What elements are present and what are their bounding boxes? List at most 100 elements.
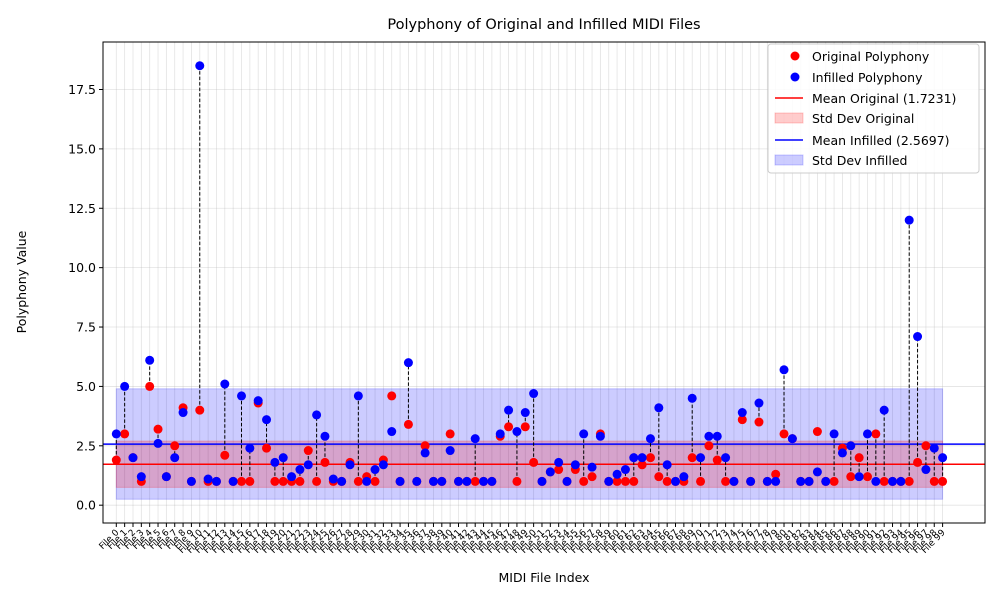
chart-title: Polyphony of Original and Infilled MIDI … (387, 17, 700, 33)
infilled-point (570, 460, 580, 470)
infilled-point (504, 405, 514, 415)
infilled-point (929, 443, 939, 453)
y-tick-label: 15.0 (68, 141, 96, 156)
infilled-point (345, 460, 355, 470)
original-point (111, 455, 121, 465)
infilled-point (746, 476, 756, 486)
infilled-point (303, 460, 313, 470)
original-point (862, 472, 872, 482)
infilled-point (262, 415, 272, 425)
infilled-point (679, 472, 689, 482)
infilled-point (220, 379, 230, 389)
original-point (353, 476, 363, 486)
original-point (512, 476, 522, 486)
y-tick-label: 12.5 (68, 201, 96, 216)
infilled-point (487, 476, 497, 486)
original-point (170, 441, 180, 451)
original-point (120, 429, 130, 439)
infilled-point (228, 476, 238, 486)
infilled-point (662, 460, 672, 470)
infilled-point (195, 61, 205, 71)
y-tick-label: 10.0 (68, 260, 96, 275)
infilled-point (312, 410, 322, 420)
infilled-point (595, 431, 605, 441)
infilled-point (896, 476, 906, 486)
original-point (871, 429, 881, 439)
infilled-point (837, 448, 847, 458)
infilled-point (337, 476, 347, 486)
infilled-point (545, 467, 555, 477)
infilled-point (287, 472, 297, 482)
infilled-point (479, 476, 489, 486)
infilled-point (403, 358, 413, 368)
original-point (846, 472, 856, 482)
original-point (504, 422, 514, 432)
infilled-point (328, 474, 338, 484)
infilled-point (128, 453, 138, 463)
infilled-point (120, 381, 130, 391)
original-point (270, 476, 280, 486)
infilled-point (245, 443, 255, 453)
original-point (779, 429, 789, 439)
infilled-point (604, 476, 614, 486)
legend-label-std-original: Std Dev Original (812, 111, 914, 126)
original-point (921, 441, 931, 451)
original-point (554, 465, 564, 475)
infilled-point (871, 476, 881, 486)
original-point (662, 476, 672, 486)
original-point (470, 476, 480, 486)
original-point (654, 472, 664, 482)
x-axis-label: MIDI File Index (498, 570, 589, 585)
infilled-point (687, 393, 697, 403)
infilled-point (253, 396, 263, 406)
original-point (879, 476, 889, 486)
infilled-point (754, 398, 764, 408)
infilled-point (454, 476, 464, 486)
infilled-point (136, 472, 146, 482)
original-point (637, 460, 647, 470)
infilled-point (879, 405, 889, 415)
original-point (529, 457, 539, 467)
infilled-point (913, 332, 923, 342)
legend-marker-original (790, 51, 800, 61)
infilled-point (295, 465, 305, 475)
infilled-point (804, 476, 814, 486)
y-tick-label: 2.5 (76, 438, 96, 453)
original-point (153, 424, 163, 434)
infilled-point (378, 460, 388, 470)
infilled-point (186, 476, 196, 486)
original-point (312, 476, 322, 486)
data-points (111, 61, 948, 486)
original-point (938, 476, 948, 486)
y-tick-label: 0.0 (76, 498, 96, 513)
infilled-point (362, 476, 372, 486)
original-point (704, 441, 714, 451)
infilled-point (278, 453, 288, 463)
legend-box (767, 43, 980, 174)
infilled-point (437, 476, 447, 486)
infilled-point (145, 355, 155, 365)
infilled-point (395, 476, 405, 486)
legend-label-std-infilled: Std Dev Infilled (812, 153, 907, 168)
infilled-point (529, 389, 539, 399)
original-point (721, 476, 731, 486)
infilled-point (270, 457, 280, 467)
y-tick-label: 5.0 (76, 379, 96, 394)
infilled-point (178, 408, 188, 418)
original-point (587, 472, 597, 482)
infilled-point (428, 476, 438, 486)
original-point (929, 476, 939, 486)
infilled-point (712, 431, 722, 441)
original-point (854, 453, 864, 463)
infilled-point (470, 434, 480, 444)
original-point (445, 429, 455, 439)
infilled-point (562, 476, 572, 486)
infilled-point (587, 462, 597, 472)
infilled-point (412, 476, 422, 486)
infilled-point (637, 453, 647, 463)
legend-patch-std-infilled (774, 154, 804, 166)
infilled-point (762, 476, 772, 486)
original-point (712, 455, 722, 465)
original-point (645, 453, 655, 463)
